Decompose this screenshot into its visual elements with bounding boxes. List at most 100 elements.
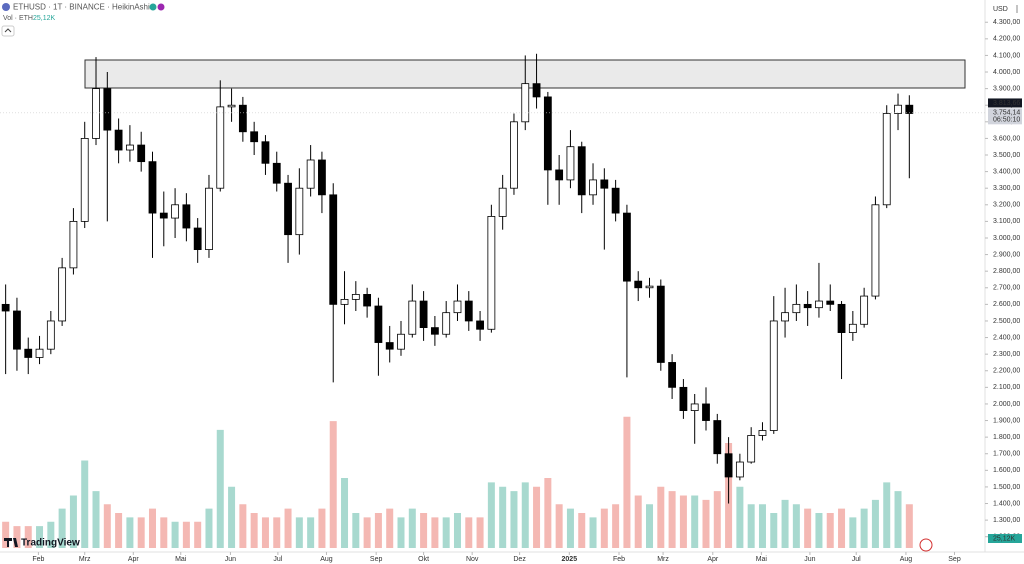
y-tick-label: 4.300,00 [993, 19, 1020, 26]
candle-body [894, 104, 902, 114]
volume-bar [521, 482, 529, 548]
volume-bar [420, 513, 428, 548]
y-tick-label: 2.600,00 [993, 301, 1020, 308]
candle-body [340, 298, 349, 305]
x-tick-label: Jun [225, 556, 236, 563]
volume-bar [228, 486, 236, 548]
candle-body [216, 106, 225, 189]
candle-body [566, 146, 575, 181]
volume-bar [691, 495, 699, 548]
candle-body [397, 333, 405, 350]
volume-bar [92, 491, 100, 548]
volume-bar [115, 513, 123, 548]
candle-body [690, 403, 699, 411]
volume-bar [250, 513, 258, 548]
candle-body [487, 216, 496, 330]
collapse-button[interactable] [1, 25, 15, 37]
volume-bar [792, 504, 800, 548]
candle-body [182, 204, 191, 229]
volume-bar [702, 499, 710, 548]
volume-bar [499, 486, 507, 548]
candle-body [634, 280, 643, 289]
candle-body [318, 159, 326, 196]
candle-body [860, 295, 869, 325]
volume-bar [770, 513, 778, 548]
volume-bar [126, 517, 134, 548]
volume-bar [284, 508, 292, 548]
y-tick-label: 2.000,00 [993, 401, 1020, 408]
candle-body [46, 320, 55, 350]
candle-body [645, 285, 654, 289]
volume-bar [600, 508, 608, 548]
candle-body [668, 362, 677, 388]
volume-bar [318, 508, 326, 548]
volume-bar [148, 508, 156, 548]
volume-bar [386, 508, 394, 548]
countdown: 06:50:10 [993, 117, 1020, 124]
volume-bar [216, 429, 224, 548]
volume-bar [860, 508, 868, 548]
volume-bar [510, 491, 518, 548]
candle-body [430, 327, 439, 335]
volume-label: Vol · ETH [3, 15, 33, 22]
volume-bar [713, 491, 721, 548]
candle-body [103, 88, 112, 131]
candle-body [510, 121, 518, 189]
y-tick-label: 3.200,00 [993, 202, 1020, 209]
volume-bar [24, 526, 32, 548]
y-tick-label: 3.500,00 [993, 152, 1020, 159]
candle-body [92, 88, 100, 139]
candle-body [13, 310, 21, 350]
volume-bar [103, 504, 111, 548]
x-tick-label: Aug [900, 556, 913, 563]
volume-bar [646, 504, 654, 548]
x-tick-label: 2025 [562, 556, 578, 563]
axis-layer: 1.200,001.300,001.400,001.500,001.600,00… [0, 19, 1022, 563]
y-tick-label: 2.800,00 [993, 268, 1020, 275]
candle-body [284, 182, 292, 236]
volume-bar [442, 517, 450, 548]
candle-body [114, 129, 123, 151]
candle-body [589, 179, 597, 196]
x-tick-label: Apr [707, 556, 719, 563]
y-tick-label: 2.700,00 [993, 285, 1020, 292]
candle-body [476, 320, 484, 330]
volume-bar [657, 486, 665, 548]
candle-body [498, 187, 507, 217]
volume-bar [239, 504, 247, 548]
candle-body [126, 144, 134, 151]
volume-bar [81, 460, 89, 548]
candle-body [871, 204, 880, 297]
volume-bar [589, 517, 597, 548]
volume-bar [69, 495, 77, 548]
volume-bar [883, 482, 891, 548]
volume-bar [894, 491, 902, 548]
volume-bar [679, 495, 687, 548]
candle-body [769, 320, 778, 431]
volume-bar [36, 526, 44, 548]
volume-bar [374, 513, 382, 548]
candle-body [826, 300, 835, 305]
candle-body [758, 430, 767, 436]
volume-bar [47, 521, 55, 548]
candle-body [205, 187, 213, 251]
volume-bar [668, 491, 676, 548]
y-tick-label: 1.800,00 [993, 434, 1020, 441]
volume-bar [295, 517, 303, 548]
volume-bar [363, 517, 371, 548]
volume-bar [160, 517, 168, 548]
y-tick-label: 3.300,00 [993, 185, 1020, 192]
x-tick-label: Aug [320, 556, 333, 563]
x-tick-label: Feb [613, 556, 625, 563]
volume-bar [171, 521, 179, 548]
x-tick-label: Apr [128, 556, 140, 563]
volume-bar [826, 513, 834, 548]
volume-bar [634, 495, 642, 548]
volume-bar [137, 517, 145, 548]
candle-body [781, 312, 789, 322]
candle-body [363, 294, 372, 307]
candle-body [272, 162, 281, 184]
events-icon[interactable] [919, 538, 933, 552]
